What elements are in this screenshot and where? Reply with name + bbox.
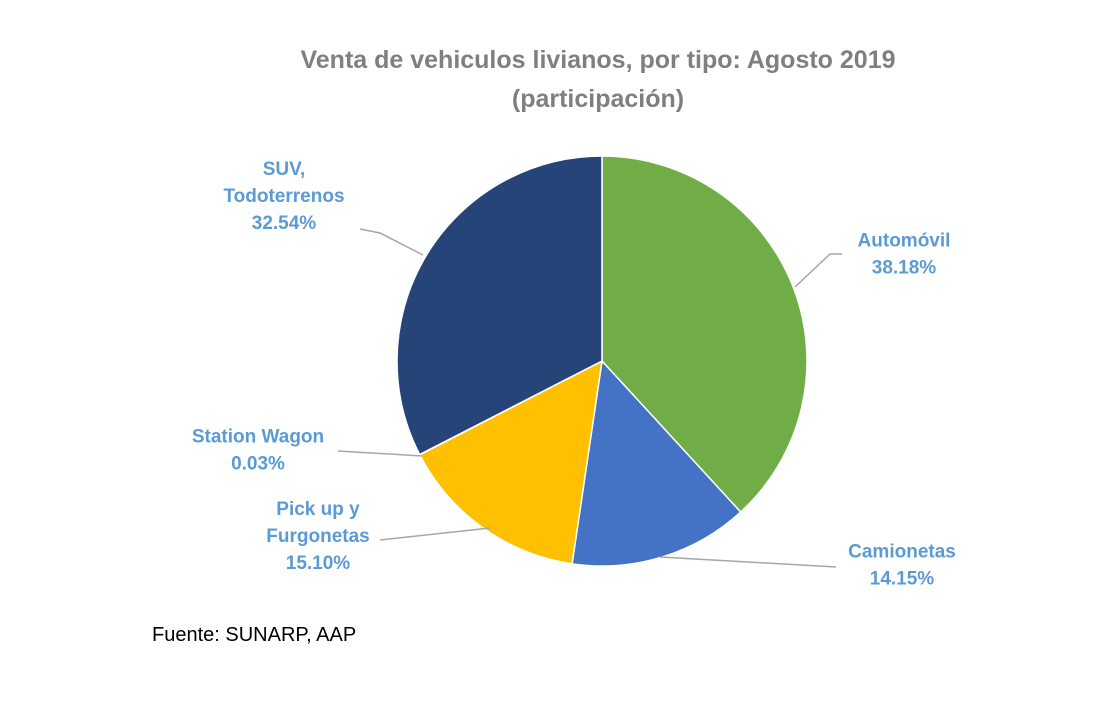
leader-lines (337, 228, 842, 568)
slice-label: Automóvil 38.18% (858, 231, 951, 279)
pie-slice-suv-todoterrenos (396, 155, 603, 456)
pie-slice-autom-vil (601, 155, 808, 514)
slice-labels: Automóvil 38.18% Camionetas 14.15% Pick up y… (192, 159, 956, 590)
slice-label-line: Camionetas (848, 542, 956, 563)
slice-label-line: Automóvil (858, 231, 951, 252)
slice-label-line: Furgonetas (266, 526, 369, 547)
slice-label-line: 0.03% (231, 454, 285, 475)
slice-label-line: 14.15% (870, 569, 935, 590)
pie-slices (396, 155, 808, 567)
slice-label-line: Pick up y (276, 499, 360, 520)
slice-label: Pick up y Furgonetas 15.10% (266, 499, 369, 574)
chart-title: Venta de vehiculos livianos, por tipo: A… (300, 46, 895, 74)
slice-label-line: SUV, (263, 159, 306, 180)
leader-line (379, 527, 491, 541)
pie-slice-pick-up-y-furgonetas (418, 359, 603, 565)
leader-line (359, 228, 424, 256)
slice-label-line: Station Wagon (192, 427, 324, 448)
slice-label-line: Todoterrenos (223, 186, 344, 207)
slice-label: Station Wagon 0.03% (192, 427, 324, 475)
slice-label: SUV, Todoterrenos 32.54% (223, 159, 344, 234)
slice-label-line: 38.18% (872, 258, 937, 279)
slice-label-line: 15.10% (286, 553, 351, 574)
source-note: Fuente: SUNARP, AAP (152, 624, 357, 646)
leader-line (659, 556, 837, 568)
slice-label-line: 32.54% (252, 213, 317, 234)
leader-line (794, 253, 842, 288)
chart-subtitle: (participación) (512, 85, 684, 113)
slice-label: Camionetas 14.15% (848, 542, 956, 590)
leader-line (337, 450, 423, 457)
